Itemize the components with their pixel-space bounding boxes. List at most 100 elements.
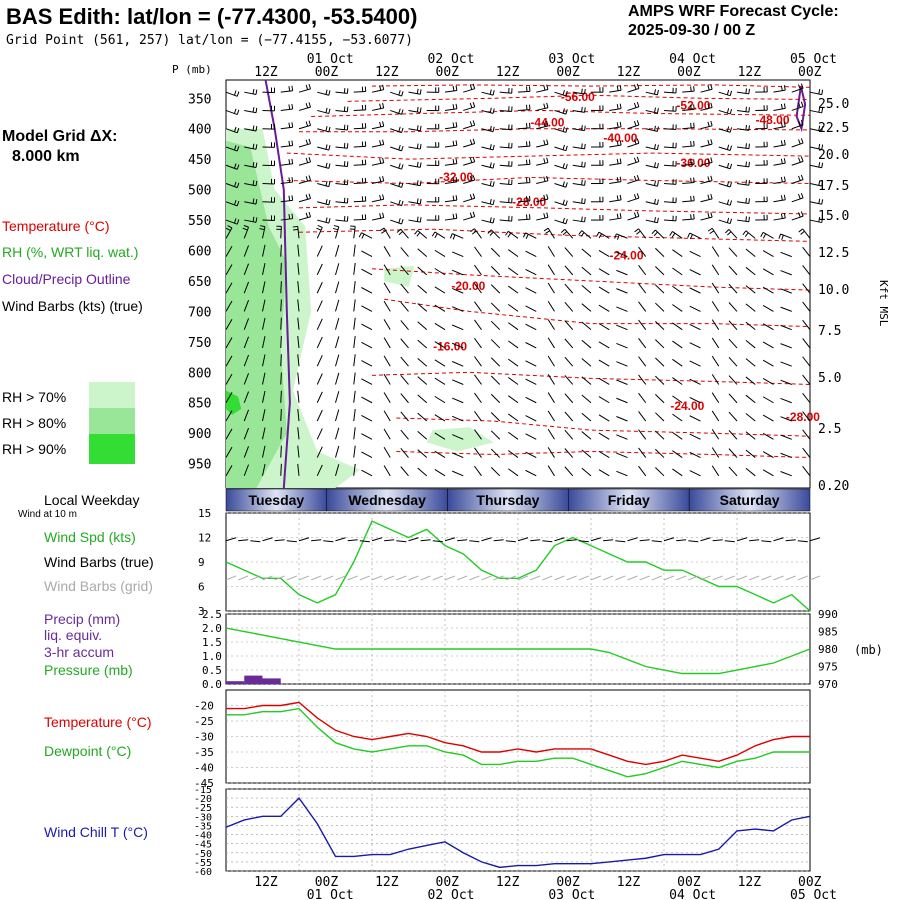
wind-barb bbox=[728, 265, 738, 276]
wind-barb-flag bbox=[292, 225, 298, 228]
wind-barb bbox=[243, 245, 250, 257]
wind-barb bbox=[262, 263, 266, 275]
wind-barb-flag bbox=[798, 139, 801, 145]
wind-barb bbox=[655, 320, 665, 331]
wind-barb bbox=[762, 414, 774, 422]
wind-barb bbox=[434, 414, 446, 422]
wind-barb-flag bbox=[489, 89, 492, 95]
pressure-tick-label: 750 bbox=[188, 336, 211, 351]
wind-barb-flag bbox=[729, 200, 733, 206]
wind-barb-flag bbox=[382, 176, 385, 182]
wind-barb bbox=[572, 91, 585, 95]
wind-barb bbox=[689, 287, 701, 294]
wind-barb bbox=[507, 230, 519, 239]
wind-barb bbox=[762, 268, 774, 276]
wind-barb-grid bbox=[225, 575, 237, 581]
wind-barb bbox=[400, 265, 409, 276]
wind-barb bbox=[335, 226, 340, 239]
wind-barb bbox=[490, 357, 501, 367]
wind-barb-true bbox=[274, 539, 285, 542]
wind-barb bbox=[689, 451, 701, 459]
wind-barb-flag bbox=[633, 157, 637, 163]
wind-barb-flag bbox=[398, 108, 401, 114]
wind-barb bbox=[335, 146, 348, 149]
wind-barb-flag bbox=[798, 175, 801, 181]
wind-barb bbox=[718, 109, 731, 115]
wind-barb bbox=[581, 230, 592, 239]
wind-barb bbox=[609, 89, 622, 93]
wind-barb-flag bbox=[690, 122, 692, 128]
wind-barb-grid bbox=[736, 575, 748, 581]
wind-barb bbox=[262, 336, 266, 349]
wind-barb bbox=[672, 413, 683, 422]
wind-barb bbox=[780, 434, 792, 440]
wind-barb-true bbox=[809, 537, 821, 542]
wind-barb-flag bbox=[546, 175, 549, 181]
wind-barb bbox=[507, 340, 519, 349]
temp-tick-label: -30 bbox=[194, 731, 214, 744]
wind-barb-true bbox=[554, 537, 565, 542]
wind-barb bbox=[280, 463, 282, 476]
wind-barb-flag bbox=[584, 125, 586, 131]
wind-barb bbox=[718, 183, 731, 188]
wind-barb-grid bbox=[748, 575, 760, 581]
wind-barb-flag bbox=[325, 107, 328, 113]
wind-barb bbox=[762, 231, 774, 239]
wind-barb bbox=[444, 108, 457, 111]
wind-barb-grid bbox=[298, 575, 310, 581]
wind-barb bbox=[581, 358, 592, 367]
wind-barb bbox=[390, 183, 402, 188]
wind-barb bbox=[417, 431, 428, 440]
wind-barb-grid bbox=[371, 575, 383, 581]
wind-barb bbox=[581, 285, 592, 294]
wind-barb-flag bbox=[308, 120, 312, 126]
pressure-tick-label: 950 bbox=[188, 458, 211, 473]
wind-barb-grid bbox=[761, 575, 772, 581]
wind-barb bbox=[243, 263, 250, 276]
wind-barb-flag bbox=[671, 232, 676, 238]
wind-barb-flag bbox=[798, 194, 801, 200]
wind-barb-flag bbox=[233, 90, 237, 96]
wind-barb bbox=[371, 217, 384, 221]
wind-barb-flag bbox=[455, 103, 458, 109]
wind-barb bbox=[745, 376, 756, 385]
wind-barb bbox=[536, 125, 549, 130]
wind-barb-flag bbox=[729, 163, 733, 169]
wind-tick-label: 9 bbox=[198, 556, 205, 569]
wind-barb bbox=[711, 282, 720, 294]
wind-barb bbox=[736, 109, 749, 113]
wind-barb-flag bbox=[414, 230, 419, 235]
wind-barb bbox=[616, 397, 628, 404]
wind-barb-flag bbox=[416, 216, 419, 222]
wind-barb bbox=[335, 372, 340, 385]
wind-barb bbox=[474, 392, 482, 404]
wind-barb-flag bbox=[328, 163, 331, 169]
wind-barb bbox=[736, 183, 749, 186]
wind-barb-flag bbox=[710, 84, 713, 90]
wind-barb-flag bbox=[633, 84, 637, 90]
wind-barb bbox=[297, 317, 300, 330]
wind-barb-grid bbox=[286, 575, 298, 581]
wind-barb-flag bbox=[690, 214, 692, 220]
wind-barb-flag bbox=[619, 213, 622, 219]
wind-barb-flag bbox=[434, 233, 438, 239]
wind-barb bbox=[572, 201, 585, 205]
wind-barb bbox=[474, 264, 482, 276]
wind-barb-flag bbox=[693, 177, 695, 183]
wind-barb bbox=[474, 228, 482, 239]
wind-barb-flag bbox=[305, 194, 309, 200]
wind-barb-flag bbox=[693, 104, 695, 110]
wind-barb bbox=[383, 465, 391, 477]
temp-contour-label: -44.00 bbox=[530, 116, 564, 130]
wind-barb-flag bbox=[614, 233, 617, 239]
wind-barb bbox=[317, 201, 329, 206]
rh80-swatch bbox=[89, 408, 135, 434]
wind-barb bbox=[762, 469, 774, 477]
wind-barb-flag bbox=[492, 199, 495, 205]
wind-barb bbox=[417, 266, 428, 276]
wind-barb bbox=[383, 428, 391, 440]
wind-barb bbox=[297, 390, 300, 403]
wind-barb-flag bbox=[636, 211, 640, 217]
model-grid-label: Model Grid ΔX: bbox=[2, 128, 118, 145]
wind-barb bbox=[547, 264, 555, 276]
